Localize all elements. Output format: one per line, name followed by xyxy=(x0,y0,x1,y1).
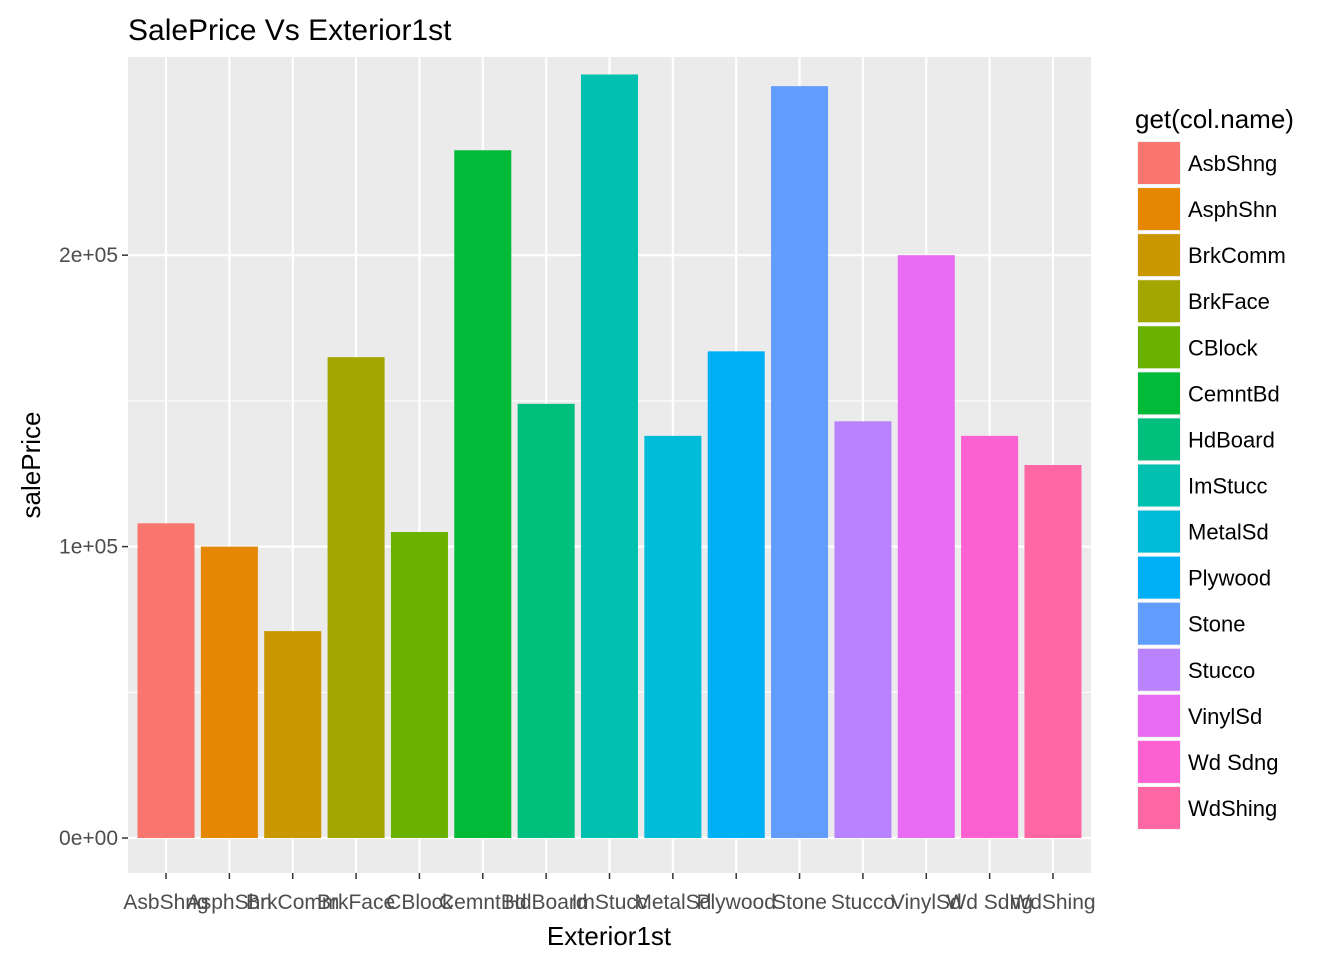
legend-swatch xyxy=(1138,740,1180,783)
legend-label: AsbShng xyxy=(1188,151,1277,176)
legend-label: MetalSd xyxy=(1188,520,1269,545)
legend-items: AsbShng AsphShn BrkComm BrkFace CBlock CemntB… xyxy=(1137,141,1286,830)
legend-swatch xyxy=(1138,510,1180,553)
legend-swatch xyxy=(1138,188,1180,231)
x-tick-label: ImStucc xyxy=(572,891,648,914)
x-tick-label: Plywood xyxy=(697,891,776,914)
legend: get(col.name) AsbShng AsphShn BrkComm BrkFa… xyxy=(1135,104,1294,830)
legend-swatch xyxy=(1138,234,1180,277)
legend-swatch xyxy=(1138,786,1180,829)
legend-label: BrkComm xyxy=(1188,243,1286,268)
legend-swatch xyxy=(1138,648,1180,691)
legend-label: BrkFace xyxy=(1188,289,1270,314)
legend-label: WdShing xyxy=(1188,796,1277,821)
x-tick-label: AsphShn xyxy=(187,891,272,914)
bar-asbshng xyxy=(137,523,195,839)
bar-wdshing xyxy=(1024,465,1082,839)
x-tick-label: WdShing xyxy=(1010,891,1095,914)
y-axis: 0e+00 1e+05 2e+05 xyxy=(59,244,128,850)
y-tick-label: 2e+05 xyxy=(59,244,118,267)
legend-swatch xyxy=(1138,142,1180,184)
bar-wd-sdng xyxy=(961,435,1019,839)
legend-swatch xyxy=(1138,464,1180,507)
legend-swatch xyxy=(1138,418,1180,461)
bar-brkcomm xyxy=(264,631,322,839)
legend-label: HdBoard xyxy=(1188,427,1275,452)
x-tick-label: Wd Sdng xyxy=(946,891,1032,914)
legend-label: VinylSd xyxy=(1188,704,1262,729)
legend-swatch xyxy=(1138,326,1180,369)
legend-label: CBlock xyxy=(1188,335,1259,360)
bar-cemntbd xyxy=(454,150,512,839)
bar-imstucc xyxy=(580,74,639,839)
bar-stucco xyxy=(834,421,892,839)
legend-label: Wd Sdng xyxy=(1188,750,1279,775)
legend-label: ImStucc xyxy=(1188,473,1267,498)
x-tick-label: BrkComm xyxy=(246,891,339,914)
y-tick-label: 0e+00 xyxy=(59,827,118,850)
bar-cblock xyxy=(390,532,448,839)
bar-stone xyxy=(771,86,829,839)
legend-swatch xyxy=(1138,280,1180,323)
x-tick-label: HdBoard xyxy=(505,891,588,914)
x-tick-label: CemntBd xyxy=(439,891,527,914)
bar-asphshn xyxy=(200,546,258,839)
legend-swatch xyxy=(1138,372,1180,415)
chart-title: SalePrice Vs Exterior1st xyxy=(128,14,452,47)
x-tick-label: BrkFace xyxy=(317,891,395,914)
legend-label: CemntBd xyxy=(1188,381,1280,406)
bars xyxy=(137,74,1082,839)
bar-plywood xyxy=(707,351,765,839)
x-tick-label: MetalSd xyxy=(634,891,711,914)
legend-label: AsphShn xyxy=(1188,197,1277,222)
legend-swatch xyxy=(1138,602,1180,645)
x-tick-label: VinylSd xyxy=(891,891,962,914)
bar-hdboard xyxy=(517,403,575,839)
x-axis: AsbShngAsphShnBrkCommBrkFaceCBlockCemntB… xyxy=(123,873,1096,914)
x-tick-label: CBlock xyxy=(386,891,453,914)
legend-title: get(col.name) xyxy=(1135,104,1294,134)
bar-vinylsd xyxy=(897,255,955,839)
bar-brkface xyxy=(327,357,385,839)
y-axis-title: salePrice xyxy=(16,412,46,519)
bar-metalsd xyxy=(644,435,702,839)
legend-swatch xyxy=(1138,556,1180,599)
legend-label: Stucco xyxy=(1188,658,1255,683)
legend-label: Plywood xyxy=(1188,566,1271,591)
x-tick-label: Stucco xyxy=(831,891,895,914)
legend-label: Stone xyxy=(1188,612,1246,637)
x-tick-label: AsbShng xyxy=(123,891,208,914)
legend-swatch xyxy=(1138,694,1180,737)
x-axis-title: Exterior1st xyxy=(547,921,672,951)
x-tick-label: Stone xyxy=(772,891,827,914)
y-tick-label: 1e+05 xyxy=(59,536,118,559)
